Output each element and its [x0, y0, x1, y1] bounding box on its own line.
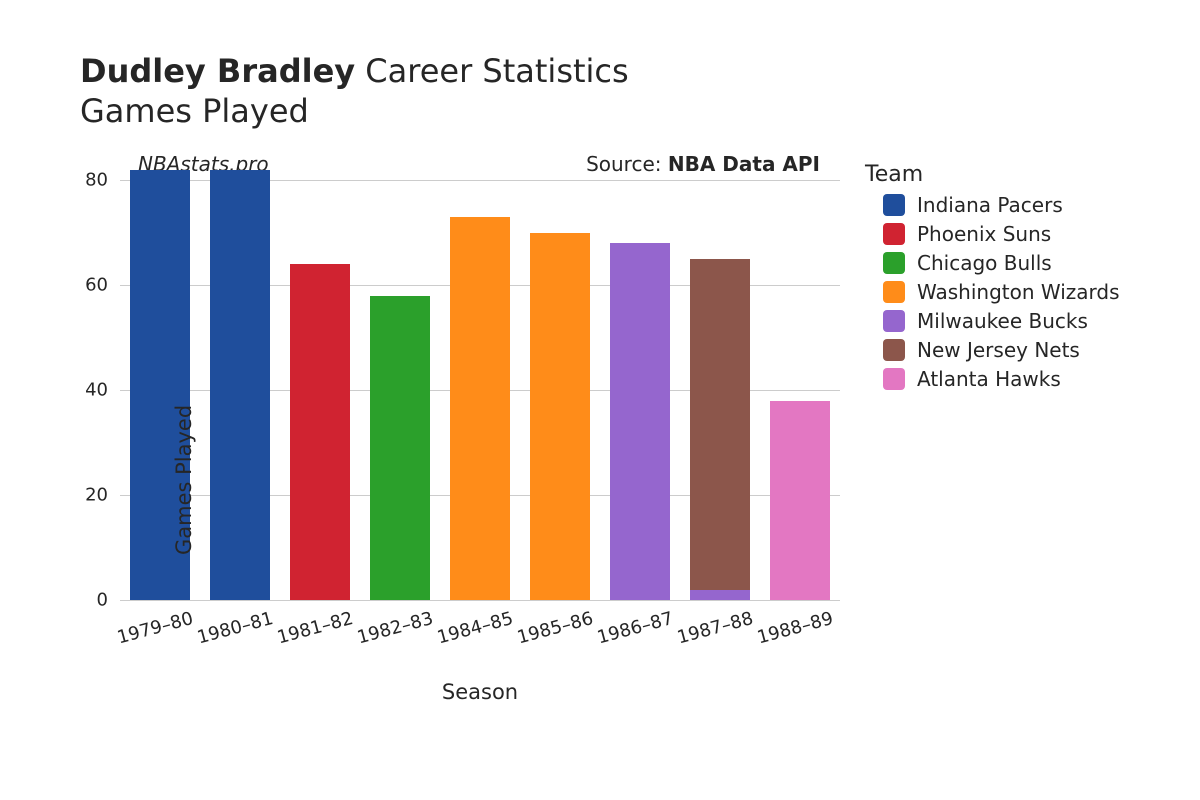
bar: [610, 170, 671, 600]
legend-swatch: [883, 368, 905, 390]
legend-swatch: [883, 252, 905, 274]
legend-item: Phoenix Suns: [883, 222, 1120, 246]
legend-swatch: [883, 223, 905, 245]
bar: [290, 170, 351, 600]
bar-segment: [290, 264, 351, 600]
legend-label: New Jersey Nets: [917, 338, 1080, 362]
player-name: Dudley Bradley: [80, 52, 355, 90]
bar: [770, 170, 831, 600]
legend-item: Indiana Pacers: [883, 193, 1120, 217]
legend-label: Washington Wizards: [917, 280, 1120, 304]
bar-segment: [450, 217, 511, 600]
legend-swatch: [883, 339, 905, 361]
bar-segment: [770, 401, 831, 600]
bar-segment: [690, 259, 751, 589]
title-line2: Games Played: [80, 92, 629, 130]
bar-segment: [610, 243, 671, 600]
legend-label: Phoenix Suns: [917, 222, 1051, 246]
y-tick-label: 80: [68, 170, 108, 191]
y-tick-label: 40: [68, 380, 108, 401]
legend-swatch: [883, 194, 905, 216]
bar: [690, 170, 751, 600]
bar: [370, 170, 431, 600]
legend-item: Chicago Bulls: [883, 251, 1120, 275]
bar-segment: [690, 590, 751, 600]
title-suffix: Career Statistics: [355, 52, 629, 90]
legend-label: Indiana Pacers: [917, 193, 1063, 217]
x-axis-label: Season: [120, 680, 840, 704]
y-tick-label: 20: [68, 485, 108, 506]
y-axis-label: Games Played: [172, 405, 196, 555]
legend-label: Milwaukee Bucks: [917, 309, 1088, 333]
bar: [530, 170, 591, 600]
legend-item: Atlanta Hawks: [883, 367, 1120, 391]
bar-segment: [370, 296, 431, 600]
y-tick-label: 0: [68, 590, 108, 611]
y-tick-label: 60: [68, 275, 108, 296]
chart-area: NBAstats.pro Source: NBA Data API 020406…: [120, 170, 840, 600]
legend-label: Chicago Bulls: [917, 251, 1052, 275]
legend-item: New Jersey Nets: [883, 338, 1120, 362]
legend-swatch: [883, 281, 905, 303]
gridline: [120, 600, 840, 601]
plot-region: 0204060801979–801980–811981–821982–83198…: [120, 170, 840, 600]
legend: Team Indiana Pacers Phoenix Suns Chicago B…: [865, 162, 1120, 396]
chart-title: Dudley Bradley Career Statistics Games P…: [80, 52, 629, 130]
legend-title: Team: [865, 162, 1120, 187]
title-line1: Dudley Bradley Career Statistics: [80, 52, 629, 90]
legend-item: Washington Wizards: [883, 280, 1120, 304]
legend-swatch: [883, 310, 905, 332]
bar: [450, 170, 511, 600]
bar: [210, 170, 271, 600]
bar-segment: [530, 233, 591, 600]
legend-item: Milwaukee Bucks: [883, 309, 1120, 333]
legend-label: Atlanta Hawks: [917, 367, 1061, 391]
bar-segment: [210, 170, 271, 600]
